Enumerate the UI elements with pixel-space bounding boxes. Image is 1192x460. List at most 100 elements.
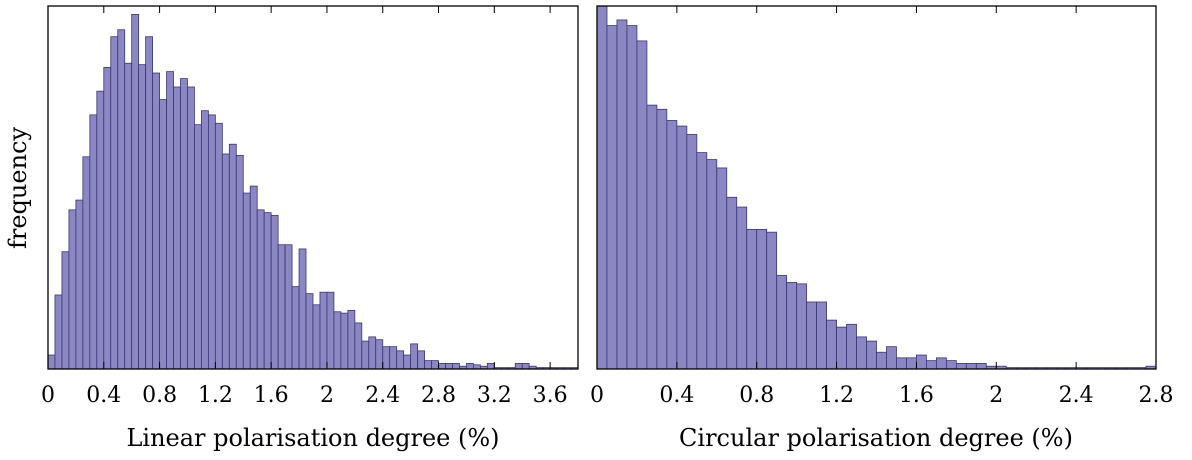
- circular-bar: [926, 360, 937, 370]
- linear-bar: [68, 209, 77, 370]
- circular-bar: [856, 336, 867, 370]
- circular-x-tick-label: 1.2: [819, 383, 854, 408]
- linear-bar: [277, 244, 286, 370]
- linear-bar: [117, 29, 126, 370]
- linear-bar: [124, 62, 133, 370]
- circular-bar: [846, 323, 857, 370]
- linear-bar: [249, 185, 258, 370]
- linear-bar: [466, 363, 474, 370]
- circular-x-tick-label: 2.8: [1139, 383, 1174, 408]
- linear-bar: [47, 354, 56, 370]
- linear-bar: [89, 114, 98, 370]
- linear-x-tick-label: 2.4: [365, 383, 400, 408]
- linear-x-ticks: 0 0.4 0.8 1.2 1.6 2 2.4 2.8 3.2 3.6: [41, 6, 568, 408]
- linear-x-tick-label: 3.2: [477, 383, 512, 408]
- linear-bar: [514, 363, 523, 370]
- linear-bar: [375, 339, 384, 370]
- y-axis-label: frequency: [4, 127, 32, 249]
- circular-bar: [826, 319, 837, 370]
- linear-bar: [417, 350, 425, 370]
- circular-bar: [616, 19, 628, 370]
- linear-polarisation-histogram: 0 0.4 0.8 1.2 1.6 2 2.4 2.8 3.2 3.6 Linear polari…: [41, 5, 579, 452]
- linear-bar: [221, 153, 230, 370]
- linear-bar: [521, 363, 530, 370]
- linear-bar: [110, 36, 119, 370]
- linear-bar: [340, 312, 349, 370]
- circular-bar: [816, 301, 827, 370]
- circular-bar: [935, 357, 947, 370]
- linear-bars: [47, 13, 579, 370]
- circular-x-tick-label: 0: [590, 383, 604, 408]
- circular-bar: [916, 354, 927, 370]
- circular-x-ticks: 0 0.4 0.8 1.2 1.6 2 2.4 2.8: [590, 6, 1174, 408]
- circular-bar: [975, 363, 987, 370]
- linear-bar: [396, 350, 405, 370]
- linear-x-tick-label: 0.8: [142, 383, 177, 408]
- circular-bar: [766, 231, 778, 370]
- linear-bar: [103, 67, 112, 370]
- linear-bar: [75, 199, 84, 370]
- linear-bar: [187, 86, 195, 370]
- linear-bar: [131, 13, 140, 370]
- linear-bar: [145, 36, 154, 370]
- circular-bar: [606, 25, 618, 370]
- linear-bar: [214, 122, 223, 370]
- linear-bar: [382, 346, 391, 370]
- circular-bar: [656, 108, 668, 370]
- linear-x-axis-label: Linear polarisation degree (%): [126, 424, 499, 452]
- linear-bar: [424, 360, 432, 370]
- linear-bar: [486, 363, 495, 370]
- linear-plot-frame: [47, 5, 579, 370]
- linear-bar: [173, 86, 181, 370]
- circular-bar: [906, 357, 917, 370]
- circular-bar: [965, 363, 977, 370]
- linear-bar: [159, 99, 167, 370]
- linear-bar: [431, 360, 439, 370]
- linear-bar: [403, 354, 412, 370]
- circular-bar: [636, 40, 648, 370]
- linear-bar: [305, 293, 314, 370]
- linear-bar: [361, 340, 370, 370]
- linear-bar: [138, 64, 147, 370]
- linear-bar: [201, 110, 209, 370]
- linear-bar: [256, 209, 265, 370]
- linear-bar: [270, 215, 279, 370]
- circular-x-tick-label: 0.8: [739, 383, 774, 408]
- circular-x-tick-label: 2.4: [1059, 383, 1094, 408]
- circular-bar: [806, 301, 818, 370]
- circular-bar: [716, 167, 728, 370]
- circular-x-axis-label: Circular polarisation degree (%): [679, 424, 1073, 452]
- circular-plot-frame: [596, 5, 1157, 370]
- linear-bar: [326, 291, 335, 370]
- circular-x-tick-label: 0.4: [659, 383, 694, 408]
- linear-bar: [333, 311, 342, 370]
- circular-bar: [596, 5, 608, 370]
- linear-x-tick-label: 1.6: [254, 383, 289, 408]
- linear-bar: [228, 143, 237, 370]
- linear-bar: [180, 78, 188, 370]
- circular-bar: [896, 357, 907, 370]
- linear-bar: [438, 363, 446, 370]
- linear-x-tick-label: 0.4: [86, 383, 121, 408]
- circular-bar: [736, 206, 748, 370]
- circular-bar: [796, 283, 808, 370]
- linear-bar: [389, 346, 398, 370]
- linear-bar: [445, 363, 453, 370]
- circular-polarisation-histogram: 0 0.4 0.8 1.2 1.6 2 2.4 2.8 Circular polarisati…: [590, 5, 1174, 452]
- circular-bar: [696, 152, 708, 370]
- circular-bar: [666, 120, 678, 370]
- linear-bar: [368, 336, 377, 370]
- circular-bar: [746, 228, 758, 370]
- linear-bar: [194, 124, 202, 370]
- circular-bar: [945, 360, 957, 370]
- circular-bar: [786, 282, 798, 370]
- linear-bar: [298, 248, 307, 370]
- linear-x-tick-label: 0: [41, 383, 55, 408]
- circular-bar: [706, 159, 718, 370]
- linear-bar: [291, 286, 300, 370]
- linear-bar: [410, 343, 419, 370]
- circular-bars: [596, 5, 1157, 370]
- linear-bar: [347, 309, 356, 370]
- linear-bar: [96, 90, 105, 370]
- linear-x-tick-label: 2: [320, 383, 334, 408]
